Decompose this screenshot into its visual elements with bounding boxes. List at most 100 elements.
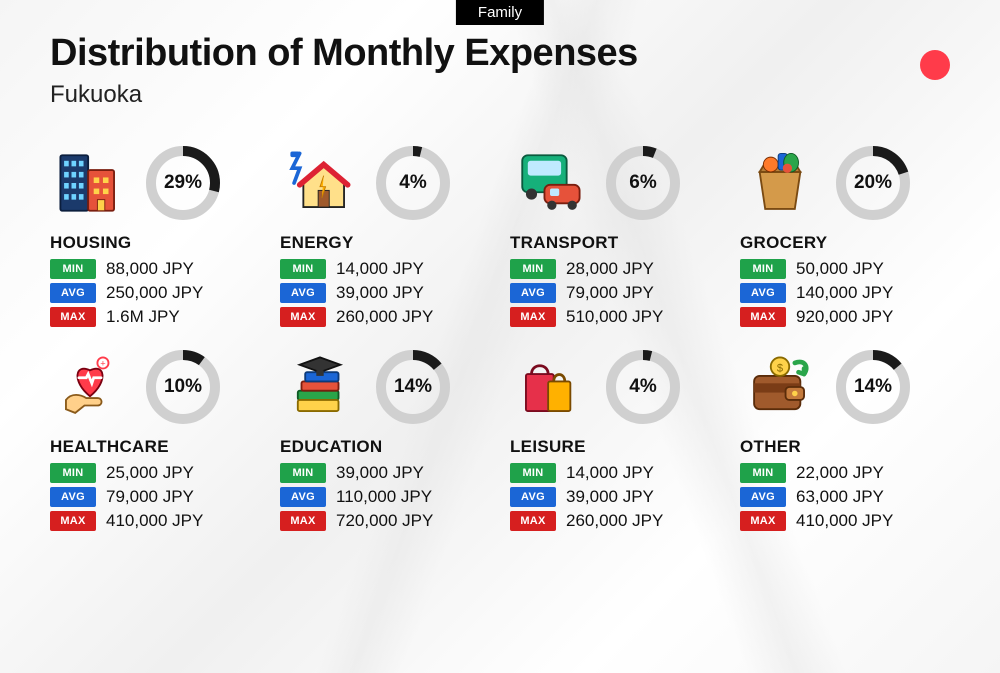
max-tag: MAX [280, 511, 326, 531]
stat-max-row: MAX 410,000 JPY [740, 511, 950, 531]
stat-max-row: MAX 1.6M JPY [50, 307, 260, 327]
avg-tag: AVG [50, 487, 96, 507]
percent-label: 4% [374, 144, 452, 222]
max-value: 260,000 JPY [566, 511, 663, 531]
percent-donut: 20% [834, 144, 912, 222]
svg-text:$: $ [777, 362, 783, 374]
stat-avg-row: AVG 110,000 JPY [280, 487, 490, 507]
category-card-education: 14% EDUCATION MIN 39,000 JPY AVG 110,000… [280, 347, 490, 531]
avg-tag: AVG [280, 487, 326, 507]
avg-tag: AVG [280, 283, 326, 303]
stat-min-row: MIN 22,000 JPY [740, 463, 950, 483]
max-tag: MAX [280, 307, 326, 327]
stat-max-row: MAX 920,000 JPY [740, 307, 950, 327]
percent-donut: 14% [374, 348, 452, 426]
avg-tag: AVG [510, 487, 556, 507]
min-tag: MIN [280, 259, 326, 279]
min-value: 39,000 JPY [336, 463, 424, 483]
avg-value: 140,000 JPY [796, 283, 893, 303]
stat-avg-row: AVG 63,000 JPY [740, 487, 950, 507]
category-name: ENERGY [280, 233, 490, 253]
stat-max-row: MAX 260,000 JPY [510, 511, 720, 531]
wallet-icon: $ [740, 347, 820, 427]
avg-value: 250,000 JPY [106, 283, 203, 303]
avg-value: 110,000 JPY [336, 487, 432, 507]
category-name: LEISURE [510, 437, 720, 457]
category-name: GROCERY [740, 233, 950, 253]
percent-donut: 4% [604, 348, 682, 426]
stats: MIN 22,000 JPY AVG 63,000 JPY MAX 410,00… [740, 463, 950, 531]
stat-max-row: MAX 410,000 JPY [50, 511, 260, 531]
house-bolt-icon [280, 143, 360, 223]
percent-donut: 4% [374, 144, 452, 222]
max-tag: MAX [740, 307, 786, 327]
shopping-icon [510, 347, 590, 427]
page-title: Distribution of Monthly Expenses [50, 32, 950, 75]
stats: MIN 14,000 JPY AVG 39,000 JPY MAX 260,00… [510, 463, 720, 531]
category-card-grocery: 20% GROCERY MIN 50,000 JPY AVG 140,000 J… [740, 143, 950, 327]
category-name: HEALTHCARE [50, 437, 260, 457]
stat-min-row: MIN 25,000 JPY [50, 463, 260, 483]
stat-avg-row: AVG 39,000 JPY [280, 283, 490, 303]
heart-hand-icon: + [50, 347, 130, 427]
percent-donut: 6% [604, 144, 682, 222]
min-tag: MIN [280, 463, 326, 483]
category-card-leisure: 4% LEISURE MIN 14,000 JPY AVG 39,000 JPY… [510, 347, 720, 531]
stats: MIN 25,000 JPY AVG 79,000 JPY MAX 410,00… [50, 463, 260, 531]
stat-max-row: MAX 720,000 JPY [280, 511, 490, 531]
stats: MIN 28,000 JPY AVG 79,000 JPY MAX 510,00… [510, 259, 720, 327]
bus-car-icon [510, 143, 590, 223]
min-tag: MIN [510, 463, 556, 483]
max-tag: MAX [510, 307, 556, 327]
category-card-transport: 6% TRANSPORT MIN 28,000 JPY AVG 79,000 J… [510, 143, 720, 327]
category-card-healthcare: + 10% HEALTHCARE MIN 25,000 JPY AVG 79,0… [50, 347, 260, 531]
percent-label: 14% [374, 348, 452, 426]
stats: MIN 39,000 JPY AVG 110,000 JPY MAX 720,0… [280, 463, 490, 531]
max-value: 410,000 JPY [796, 511, 893, 531]
category-name: OTHER [740, 437, 950, 457]
min-value: 50,000 JPY [796, 259, 884, 279]
percent-label: 29% [144, 144, 222, 222]
max-tag: MAX [50, 511, 96, 531]
avg-value: 63,000 JPY [796, 487, 884, 507]
stats: MIN 88,000 JPY AVG 250,000 JPY MAX 1.6M … [50, 259, 260, 327]
min-value: 22,000 JPY [796, 463, 884, 483]
min-value: 14,000 JPY [566, 463, 654, 483]
building-icon [50, 143, 130, 223]
percent-donut: 14% [834, 348, 912, 426]
category-card-housing: 29% HOUSING MIN 88,000 JPY AVG 250,000 J… [50, 143, 260, 327]
stat-min-row: MIN 50,000 JPY [740, 259, 950, 279]
avg-value: 79,000 JPY [106, 487, 194, 507]
avg-value: 39,000 JPY [336, 283, 424, 303]
max-tag: MAX [50, 307, 96, 327]
avg-tag: AVG [740, 487, 786, 507]
avg-value: 79,000 JPY [566, 283, 654, 303]
min-value: 88,000 JPY [106, 259, 194, 279]
min-tag: MIN [50, 259, 96, 279]
stat-min-row: MIN 28,000 JPY [510, 259, 720, 279]
stat-min-row: MIN 88,000 JPY [50, 259, 260, 279]
category-name: EDUCATION [280, 437, 490, 457]
svg-text:+: + [100, 359, 105, 369]
stat-avg-row: AVG 79,000 JPY [510, 283, 720, 303]
stat-max-row: MAX 510,000 JPY [510, 307, 720, 327]
stats: MIN 50,000 JPY AVG 140,000 JPY MAX 920,0… [740, 259, 950, 327]
stat-max-row: MAX 260,000 JPY [280, 307, 490, 327]
percent-donut: 29% [144, 144, 222, 222]
stat-avg-row: AVG 79,000 JPY [50, 487, 260, 507]
page-subtitle: Fukuoka [50, 81, 950, 109]
category-grid: 29% HOUSING MIN 88,000 JPY AVG 250,000 J… [0, 117, 1000, 561]
max-tag: MAX [740, 511, 786, 531]
percent-label: 6% [604, 144, 682, 222]
avg-value: 39,000 JPY [566, 487, 654, 507]
category-card-energy: 4% ENERGY MIN 14,000 JPY AVG 39,000 JPY … [280, 143, 490, 327]
max-value: 410,000 JPY [106, 511, 203, 531]
books-cap-icon [280, 347, 360, 427]
percent-donut: 10% [144, 348, 222, 426]
category-name: TRANSPORT [510, 233, 720, 253]
category-name: HOUSING [50, 233, 260, 253]
min-tag: MIN [740, 463, 786, 483]
stat-min-row: MIN 14,000 JPY [510, 463, 720, 483]
percent-label: 20% [834, 144, 912, 222]
max-value: 260,000 JPY [336, 307, 433, 327]
